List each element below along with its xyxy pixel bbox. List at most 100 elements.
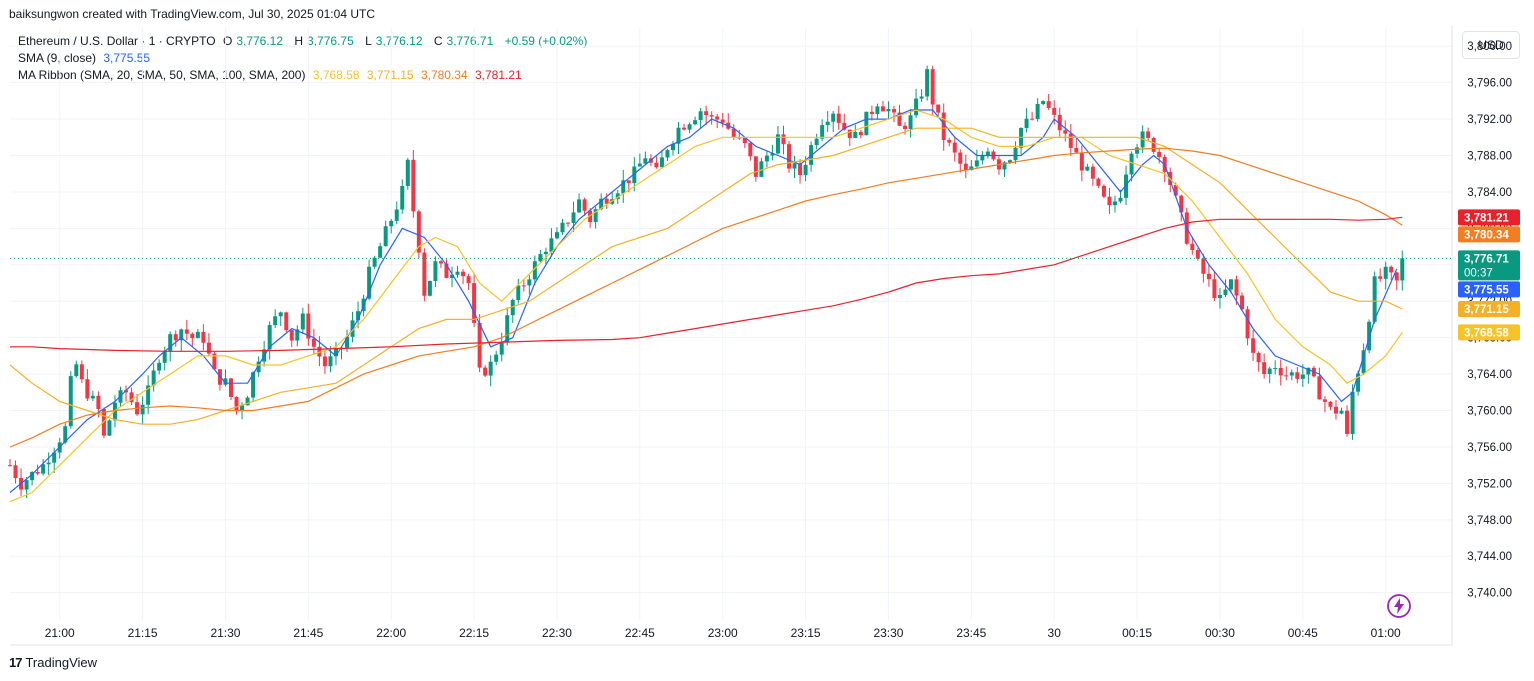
candle-body (295, 329, 300, 341)
sma-value: 3,775.55 (103, 51, 151, 65)
candle-body (869, 111, 874, 114)
ma-line-sma-50 (9, 127, 1403, 425)
candle-body (532, 261, 537, 280)
candle-body (1157, 151, 1162, 157)
symbol-title[interactable]: Ethereum / U.S. Dollar · 1 · CRYPTO (18, 34, 216, 48)
candle-body (1107, 196, 1112, 206)
candle-body (974, 160, 979, 167)
candle-body (378, 246, 383, 258)
ohlc-open: O 3,776.12 (223, 34, 287, 48)
candle-body (742, 137, 747, 144)
candle-body (306, 313, 311, 339)
candle-body (1350, 391, 1355, 434)
candle-body (483, 367, 488, 376)
candle-body (1333, 406, 1338, 414)
candle-body (958, 152, 963, 164)
x-tick-label: 22:30 (542, 626, 572, 640)
candle-body (1118, 197, 1123, 202)
candle-body (411, 159, 416, 212)
candle-body (1096, 178, 1101, 186)
candle-body (947, 139, 952, 143)
candle-body (1190, 243, 1195, 250)
candle-body (543, 251, 548, 255)
currency-button[interactable]: USD (1462, 31, 1520, 59)
candle-body (753, 156, 758, 177)
candle-body (24, 480, 29, 490)
y-tick-label: 3,740.00 (1467, 588, 1512, 600)
candle-body (1240, 295, 1245, 310)
candle-body (549, 238, 554, 252)
high-label: H (294, 34, 304, 48)
candle-body (129, 392, 134, 403)
candle-body (1002, 162, 1007, 170)
candle-body (577, 199, 582, 213)
candle-body (787, 144, 792, 169)
candle-body (820, 125, 825, 139)
candle-body (1035, 103, 1040, 120)
candle-body (1206, 273, 1211, 280)
x-tick-label: 01:00 (1371, 626, 1401, 640)
candle-body (1063, 130, 1068, 134)
sma-label[interactable]: SMA (9, close) (18, 51, 97, 65)
x-tick-label: 23:45 (956, 626, 986, 640)
candle-body (1383, 266, 1388, 279)
price-tag-label: 3,768.58 (1464, 327, 1509, 339)
candle-body (969, 166, 974, 171)
candle-body (853, 131, 858, 139)
candle-body (582, 199, 587, 211)
candle-body (333, 348, 338, 357)
y-tick-label: 3,796.00 (1467, 78, 1512, 90)
candle-body (1372, 276, 1377, 322)
candle-body (1229, 279, 1234, 290)
candle-body (1135, 147, 1140, 154)
x-tick-label: 00:30 (1205, 626, 1235, 640)
candle-body (289, 330, 294, 341)
lightning-icon[interactable] (1386, 593, 1412, 619)
candle-body (96, 395, 101, 410)
candle-body (433, 261, 438, 281)
price-tag-label: 3,781.21 (1464, 212, 1509, 224)
candle-body (449, 274, 454, 278)
candle-body (516, 285, 521, 300)
y-tick-label: 3,792.00 (1467, 114, 1512, 126)
tradingview-logo[interactable]: 17 TradingView (9, 655, 97, 670)
candle-body (1289, 372, 1294, 376)
candle-body (1151, 138, 1156, 152)
ribbon-label[interactable]: MA Ribbon (SMA, 20, SMA, 50, SMA, 100, S… (18, 68, 306, 82)
ohlc-close: C 3,776.71 (434, 34, 497, 48)
ma-line-sma-20 (9, 109, 1403, 503)
candle-body (466, 276, 471, 284)
candle-body (704, 111, 709, 116)
y-tick-label: 3,800.00 (1467, 41, 1512, 53)
candle-body (831, 113, 836, 122)
open-value: 3,776.12 (236, 34, 284, 48)
candle-body (1345, 410, 1350, 434)
candle-body (963, 163, 968, 171)
symbol-legend: Ethereum / U.S. Dollar · 1 · CRYPTO O 3,7… (18, 34, 591, 48)
candle-body (1030, 118, 1035, 120)
x-tick-label: 21:45 (293, 626, 323, 640)
y-tick-label: 3,752.00 (1467, 478, 1512, 490)
candle-body (383, 226, 388, 247)
candle-body (1328, 401, 1333, 407)
candle-body (146, 385, 151, 405)
candle-body (1361, 350, 1366, 374)
candle-body (107, 420, 112, 436)
candle-body (941, 112, 946, 140)
candle-body (389, 220, 394, 227)
candle-body (1201, 258, 1206, 274)
candle-body (1223, 289, 1228, 295)
candle-body (615, 193, 620, 200)
candle-body (311, 338, 316, 347)
candle-body (670, 143, 675, 151)
created-by-label: baiksungwon created with TradingView.com… (9, 7, 375, 21)
candle-body (13, 465, 18, 479)
candle-body (85, 379, 90, 399)
candle-body (1394, 272, 1399, 281)
candle-body (79, 364, 84, 380)
candle-body (908, 115, 913, 130)
candle-body (251, 372, 256, 398)
candle-body (179, 329, 184, 341)
candle-body (1322, 399, 1327, 402)
